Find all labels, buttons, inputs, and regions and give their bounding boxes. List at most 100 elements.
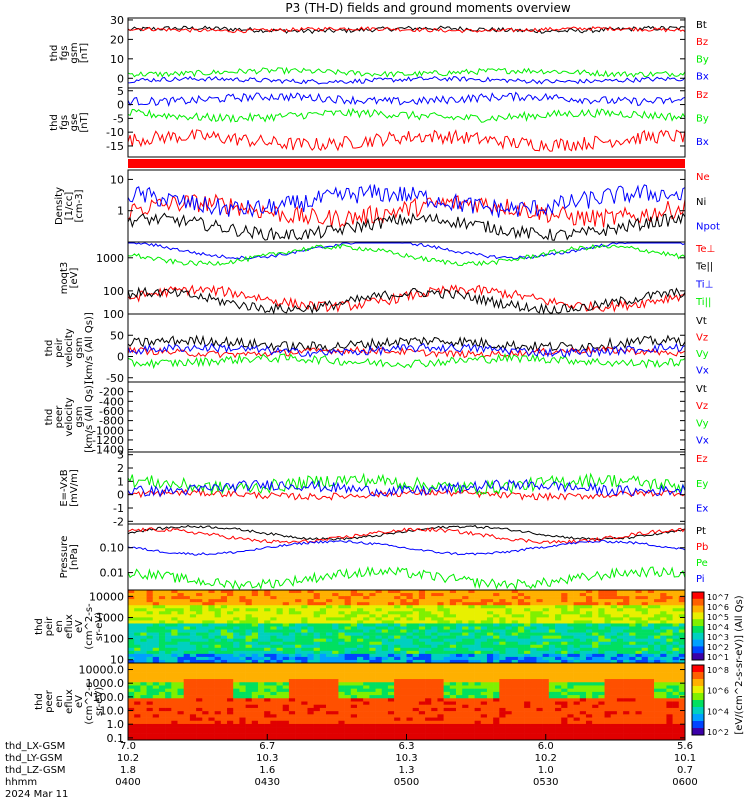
y-tick-label: 1000 [96,611,124,624]
y-axis-label: fgs [59,115,70,130]
y-tick-label: 0.01 [100,567,125,580]
y-tick-label: 1000.0 [86,677,125,690]
y-tick-label: 100.0 [93,691,125,704]
y-axis-label: gsm [74,406,85,427]
y-tick-label: 10 [110,53,124,66]
y-tick-label: 1.0 [107,718,125,731]
y-axis-label: [km/s (All Qs)] [84,312,95,384]
legend-By: By [696,114,709,125]
colorbar-tick: 10^4 [707,623,729,632]
y-tick-label: 1 [117,205,124,218]
y-tick-label: 10 [110,654,124,667]
y-axis-label: gsm [74,337,85,358]
series-line-Bz [127,128,686,152]
red-strip [128,159,685,168]
y-axis-label: thd [34,618,45,635]
y-tick-label: -600 [99,405,124,418]
x-row-label: thd_LY-GSM [5,753,62,764]
legend-Npot: Npot [696,222,720,233]
legend-Ex: Ex [696,504,708,515]
y-axis-label: Density [54,187,65,225]
y-tick-label: 10 [110,173,124,186]
colorbar-tick: 10^8 [707,666,729,675]
series-line-By [127,66,686,78]
y-tick-label: 0 [117,489,124,502]
legend-Ez: Ez [696,454,708,465]
legend-Ne: Ne [696,172,710,183]
y-tick-label: -1000 [92,424,124,437]
colorbar-tick: 10^3 [707,633,729,642]
y-axis-label: sr-eV) [94,612,105,641]
y-tick-label: -200 [99,386,124,399]
y-tick-label: 10.0 [100,705,125,718]
y-tick-label: -10 [106,126,124,139]
y-axis-label: moqt3 [59,262,70,295]
series-line-Ti|| [127,243,686,267]
series-line-Bx [127,75,686,85]
legend-Bx: Bx [696,71,709,82]
y-axis-label: velocity [64,397,75,436]
y-tick-label: -15 [106,140,124,153]
panel-6: -200-400-600-800-1000-1200-1400 thd peer ve… [44,381,709,456]
y-tick-label: 100 [103,633,124,646]
series-line-By [127,107,686,124]
x-col-value: 10.2 [117,753,139,764]
y-axis-label: eflux [64,614,75,639]
x-col-value: 10.2 [535,753,557,764]
series-line-Bt [127,25,686,35]
y-tick-label: -1200 [92,434,124,447]
y-tick-label: 100 [103,285,124,298]
legend-Bz: Bz [696,90,708,101]
y-axis-label: thd [49,45,60,62]
panel-8: 0.10 0.01 Pressure [nPa] Pt Pb Pe Pi [59,523,708,591]
x-row-label: thd_LZ-GSM [5,765,66,776]
x-col-value: 10.3 [256,753,278,764]
y-axis-label: peer [54,405,65,429]
y-tick-label: 20 [110,33,124,46]
series-line-Ez [127,488,686,502]
x-col-value: 1.8 [120,765,136,776]
legend-Ti||: Ti|| [695,297,711,308]
y-tick-label: -50 [106,372,124,385]
panel-3: 10 1 Density [1/cc] [cm-3] Ne Ni Npot [54,169,720,243]
legend-Vy: Vy [696,349,709,360]
legend-Vy: Vy [696,418,709,429]
series-line-Ex [127,478,686,498]
legend-Bz: Bz [696,37,708,48]
y-tick-label: -400 [99,395,124,408]
colorbar-tick: 10^5 [707,613,729,622]
y-tick-label: -1 [113,502,124,515]
y-axis-label: eV [74,695,85,708]
x-col-value: 10.1 [674,753,696,764]
y-axis-label: peir [54,337,65,357]
legend-Te||: Te|| [695,262,713,273]
x-col-value: 6.3 [399,741,415,752]
colorbar-tick: 10^4 [707,707,729,716]
x-col-value: 6.7 [259,741,275,752]
y-axis-label: gsm [69,42,80,63]
y-axis-label: E=-VxB [59,469,70,506]
panel-1: 50-5-10-15 thd fgs gse [nT] Bz By Bx [49,85,709,158]
colorbar-tick: 10^7 [707,593,729,602]
x-col-value: 0400 [115,777,140,788]
x-col-value: 1.0 [538,765,554,776]
y-tick-label: 0.10 [100,542,125,555]
y-tick-label: 1000 [96,252,124,265]
x-col-value: 5.6 [677,741,693,752]
spectrogram-cells [128,663,686,741]
y-axis-label: Pressure [59,536,70,579]
y-tick-label: 0.1 [107,732,125,745]
y-axis-label: [km/s (All Qs)] [84,381,95,453]
panel-4: 1000 100 moqt3 [eV] Te⊥ Te|| Ti⊥ Ti|| [59,241,715,315]
y-axis-label: peir [44,616,55,636]
legend-Ni: Ni [696,197,706,208]
y-axis-label: eV [74,620,85,633]
y-tick-label: 10000 [89,590,124,603]
series-line-Pe [127,565,686,591]
series-line-Vx [127,342,686,358]
y-axis-label: [cm-3] [74,189,85,222]
legend-Vz: Vz [696,401,708,412]
